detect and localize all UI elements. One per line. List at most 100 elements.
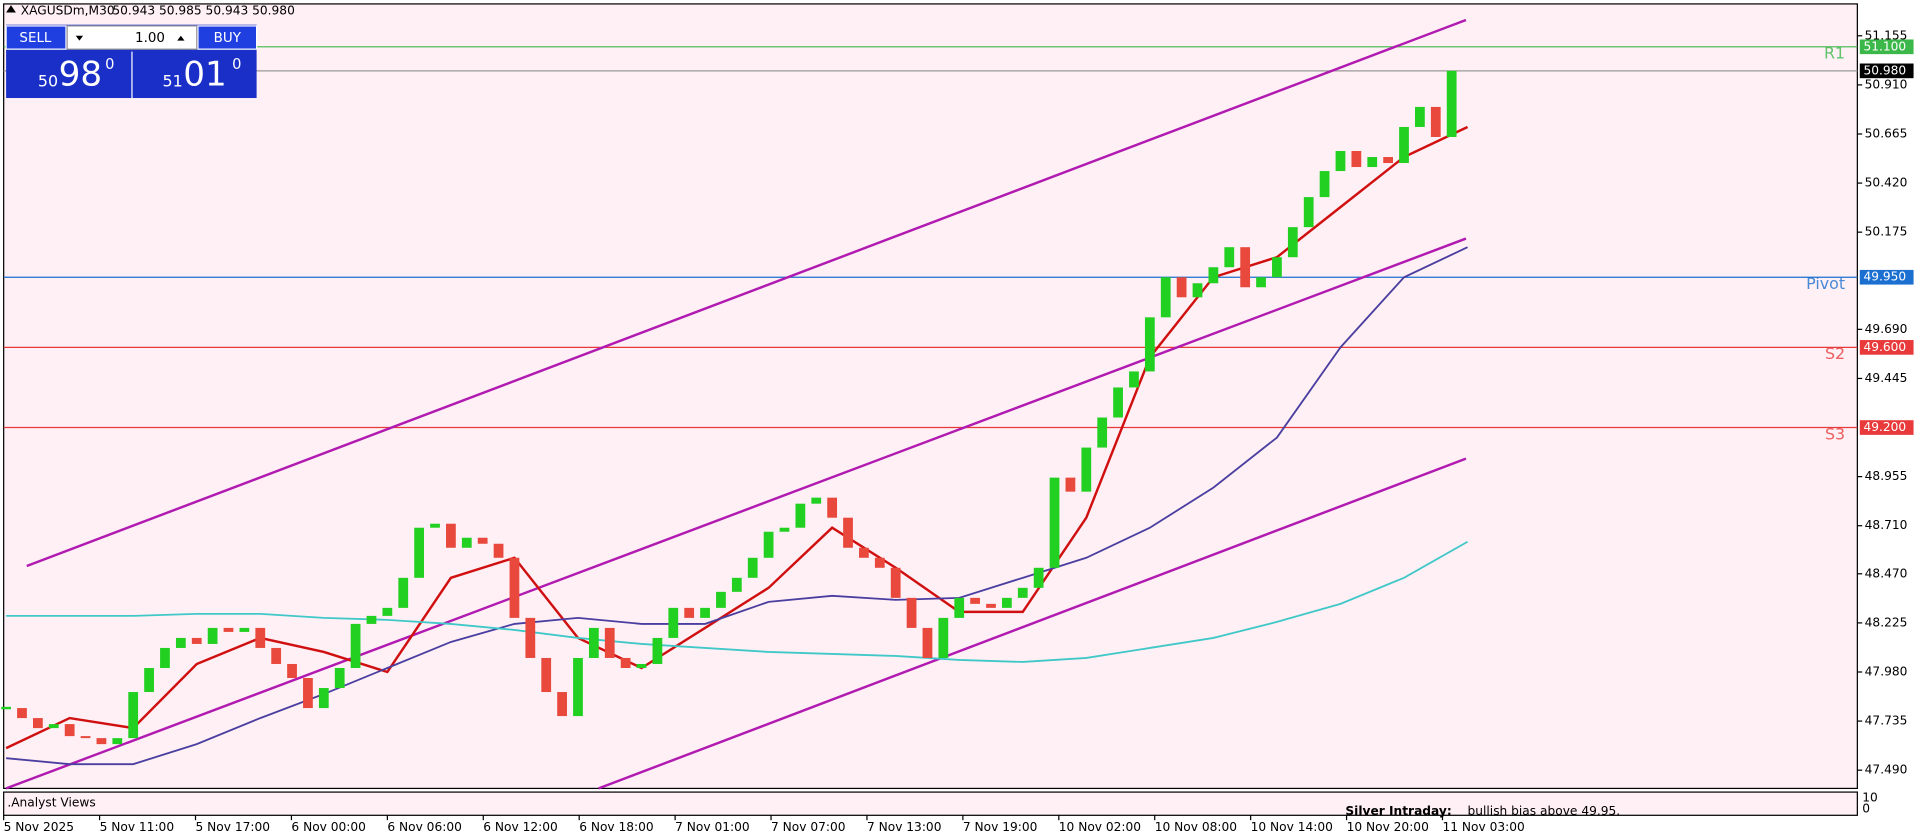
candle xyxy=(271,647,282,664)
candle xyxy=(779,527,790,532)
candle xyxy=(652,637,663,664)
candle xyxy=(1303,197,1314,228)
candle xyxy=(954,597,965,618)
candle xyxy=(1319,171,1330,198)
candle xyxy=(557,692,567,717)
level-name: R1 xyxy=(1824,44,1845,63)
level-label: 51.100 xyxy=(1863,39,1906,53)
candle xyxy=(223,627,234,632)
x-tick-label: 5 Nov 17:00 xyxy=(196,820,271,834)
x-tick-label: 7 Nov 07:00 xyxy=(771,820,846,834)
level-name: S2 xyxy=(1825,344,1845,363)
candle xyxy=(1383,157,1394,164)
volume-up[interactable] xyxy=(177,35,185,41)
candle xyxy=(191,637,202,644)
candle xyxy=(1160,277,1171,318)
candle xyxy=(446,523,456,548)
plot-area xyxy=(3,3,1858,790)
quote: 50.943 50.985 50.943 50.980 xyxy=(112,4,294,18)
candle xyxy=(160,647,170,668)
trendline xyxy=(5,237,1467,790)
y-tick-label: 48.225 xyxy=(1865,615,1908,629)
note-title: Silver Intraday: xyxy=(1345,804,1451,818)
buy-big: 51 xyxy=(163,72,183,91)
candle xyxy=(366,615,377,624)
level-label-box xyxy=(1859,420,1914,435)
candle xyxy=(80,736,91,739)
y-tick-label: 50.665 xyxy=(1865,126,1908,140)
x-tick-label: 11 Nov 03:00 xyxy=(1442,820,1524,834)
candle xyxy=(17,708,27,719)
candle xyxy=(541,657,552,693)
candle xyxy=(1335,151,1346,172)
sell-button[interactable] xyxy=(5,25,67,50)
candle xyxy=(318,688,329,709)
candle xyxy=(32,718,43,729)
candle xyxy=(731,577,742,592)
candle xyxy=(303,678,313,709)
y-tick-label: 48.955 xyxy=(1865,469,1908,483)
y-tick-label: 50.420 xyxy=(1865,176,1908,190)
candle xyxy=(96,738,107,745)
trendline xyxy=(598,457,1467,790)
candle xyxy=(604,627,615,658)
candle xyxy=(461,537,472,548)
candle xyxy=(112,738,123,745)
candle xyxy=(668,607,679,638)
candle xyxy=(986,603,996,608)
candle xyxy=(763,531,774,558)
candle xyxy=(684,607,695,618)
x-tick-label: 5 Nov 2025 xyxy=(4,820,74,834)
volume-input[interactable] xyxy=(66,25,198,50)
subwindow-tick: 0 xyxy=(1862,802,1870,816)
trendline xyxy=(26,18,1467,568)
candle xyxy=(1351,151,1362,168)
candle xyxy=(573,657,583,717)
buy-sup: 0 xyxy=(232,56,241,73)
candle xyxy=(938,617,949,658)
header-arrow xyxy=(6,5,16,13)
buy-button[interactable] xyxy=(197,25,258,50)
y-tick-label: 47.980 xyxy=(1865,664,1908,678)
candle xyxy=(843,517,853,548)
level-label-box xyxy=(1859,340,1914,355)
candle xyxy=(716,591,726,608)
candle xyxy=(1446,70,1457,137)
sell-label: SELL xyxy=(19,31,52,46)
sell-main: 98 xyxy=(59,55,103,95)
y-tick-label: 50.175 xyxy=(1865,225,1908,239)
level-name: S3 xyxy=(1825,424,1845,443)
level-label: 49.950 xyxy=(1863,270,1906,284)
y-tick-label: 48.470 xyxy=(1865,566,1908,580)
level-label-box xyxy=(1859,39,1914,55)
y-tick-label: 51.155 xyxy=(1865,28,1908,42)
candle xyxy=(1065,477,1076,492)
level-label: 49.600 xyxy=(1863,340,1906,354)
candle xyxy=(64,724,75,737)
candle xyxy=(1208,267,1219,284)
volume-down[interactable] xyxy=(75,35,84,41)
moving-average xyxy=(6,246,1468,766)
moving-average xyxy=(6,540,1469,663)
x-tick-label: 6 Nov 12:00 xyxy=(483,820,558,834)
candle xyxy=(636,663,647,668)
candle xyxy=(1287,227,1298,258)
candle xyxy=(144,667,154,693)
candle xyxy=(922,627,933,658)
candle xyxy=(207,627,218,644)
candle xyxy=(239,627,250,632)
candle xyxy=(1017,587,1028,598)
level-label-box xyxy=(1859,269,1914,285)
candle xyxy=(255,627,266,648)
candle xyxy=(970,597,980,604)
sell-big: 50 xyxy=(38,72,58,91)
x-tick-label: 10 Nov 20:00 xyxy=(1347,820,1429,834)
candle xyxy=(1192,283,1203,298)
x-tick-label: 10 Nov 08:00 xyxy=(1155,820,1237,834)
candle xyxy=(1367,157,1378,168)
candle xyxy=(493,543,504,558)
y-tick-label: 47.735 xyxy=(1865,714,1908,728)
candle xyxy=(859,547,869,558)
candle xyxy=(128,692,139,739)
